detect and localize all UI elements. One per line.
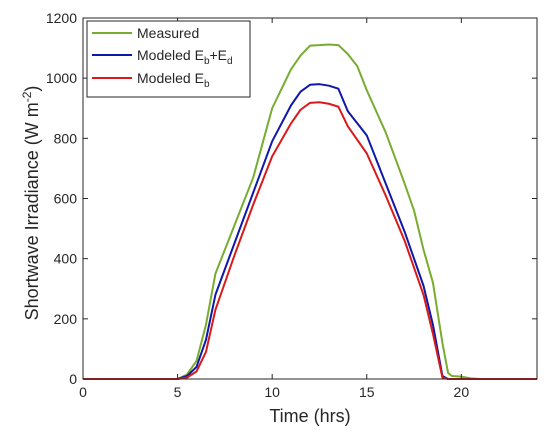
series-line-3 [83,101,537,380]
legend-label-base: Modeled E [137,47,204,63]
legend-label-sub1: b [204,56,210,67]
x-tick-label: 15 [359,384,375,400]
series-line-1 [83,43,537,380]
legend-label-mid: +E [210,47,228,63]
legend-label-3: Modeled Eb [137,70,210,90]
y-tick-label: 200 [54,311,78,327]
x-tick-label: 5 [174,384,182,400]
y-tick-label: 1000 [46,70,77,86]
x-tick-label: 0 [79,384,87,400]
legend-label-sub1: b [204,79,210,90]
series-line-2 [83,83,537,380]
y-tick-label: 400 [54,251,78,267]
x-axis-label: Time (hrs) [269,406,350,426]
y-tick-label: 800 [54,130,78,146]
x-tick-label: 10 [264,384,280,400]
legend-label-1: Measured [137,25,199,41]
legend-label-base: Measured [137,25,199,41]
y-axis-label: Shortwave Irradiance (W m-2) [20,86,42,321]
y-tick-label: 600 [54,191,78,207]
x-tick-label: 20 [454,384,470,400]
y-axis-label-main: Shortwave Irradiance (W m [22,102,42,320]
legend-label-2: Modeled Eb+Ed [137,47,233,67]
y-axis-label-superscript: -2 [20,91,34,102]
series-layer [83,43,537,380]
y-axis-label-close: ) [22,86,42,92]
legend-label-base: Modeled E [137,70,204,86]
y-tick-label: 1200 [46,10,77,26]
y-tick-label: 0 [69,371,77,387]
legend-label-sub2: d [227,56,233,67]
